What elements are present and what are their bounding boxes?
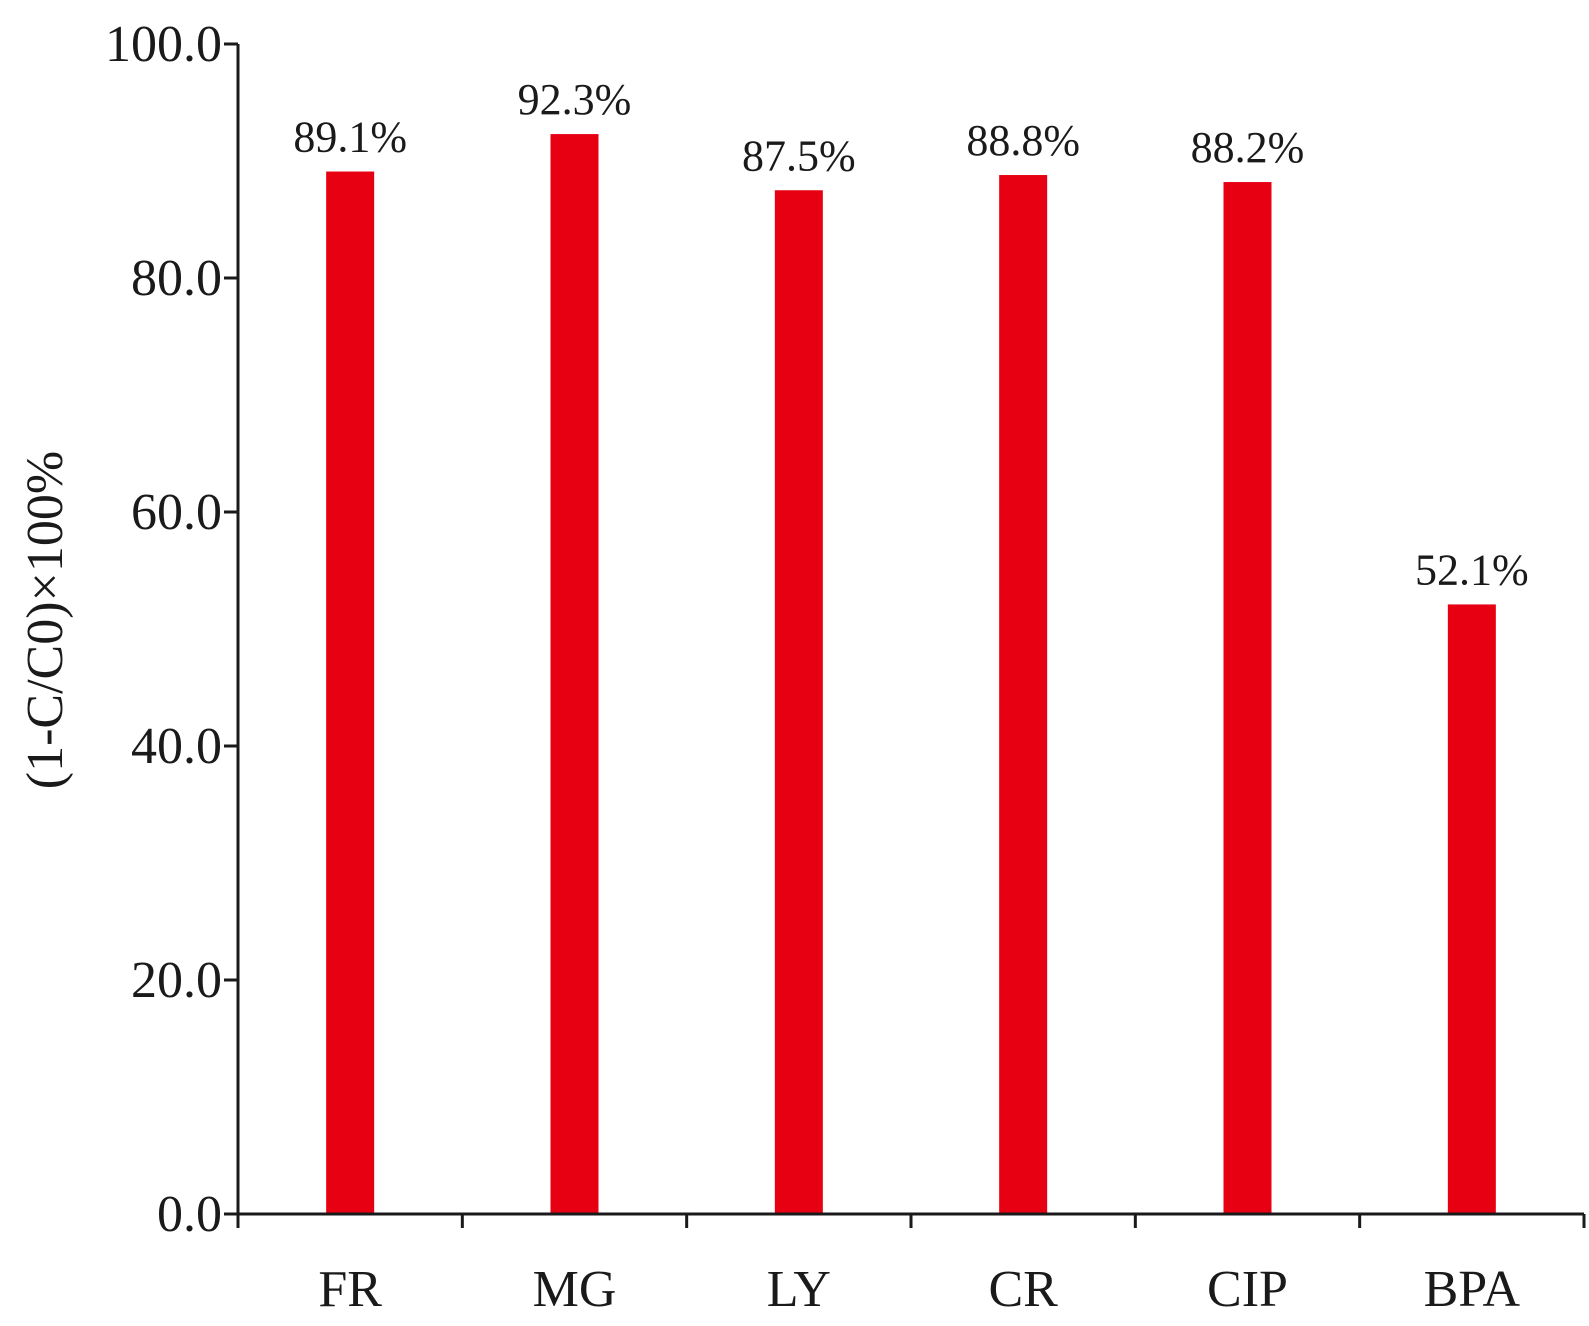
bar-mg [550,134,599,1215]
axes-group [236,44,1584,1216]
x-tick-label-cr: CR [988,1261,1058,1318]
x-tick-label-mg: MG [533,1261,617,1318]
bar-bpa [1447,604,1496,1214]
x-tick-label-bpa: BPA [1424,1261,1521,1318]
y-axis-title: (1-C/C0)×100% [17,451,74,789]
bar-cr [999,175,1048,1214]
y-ticks-group: 0.0 20.0 40.0 60.0 80.0 100.0 [105,16,238,1243]
data-label-bpa: 52.1% [1415,545,1529,594]
y-tick-label: 20.0 [131,952,222,1009]
y-tick-label: 100.0 [105,16,222,73]
y-tick-label: 60.0 [131,484,222,541]
y-tick-label: 40.0 [131,718,222,775]
y-tick-label: 0.0 [157,1186,222,1243]
x-tick-label-cip: CIP [1207,1261,1288,1318]
y-tick-label: 80.0 [131,250,222,307]
x-tick-label-ly: LY [767,1261,831,1318]
data-label-mg: 92.3% [518,75,632,124]
data-label-cip: 88.2% [1191,123,1305,172]
bars-group [326,134,1496,1215]
bar-fr [326,171,375,1214]
data-label-cr: 88.8% [966,116,1080,165]
x-tick-label-fr: FR [318,1261,382,1318]
data-labels-group: 89.1% 92.3% 87.5% 88.8% 88.2% 52.1% [293,75,1528,594]
x-ticks-group: FR MG LY CR CIP BPA [236,1214,1586,1318]
data-label-ly: 87.5% [742,131,856,180]
bar-cip [1223,182,1272,1214]
data-label-fr: 89.1% [293,113,407,162]
bar-ly [774,190,823,1214]
